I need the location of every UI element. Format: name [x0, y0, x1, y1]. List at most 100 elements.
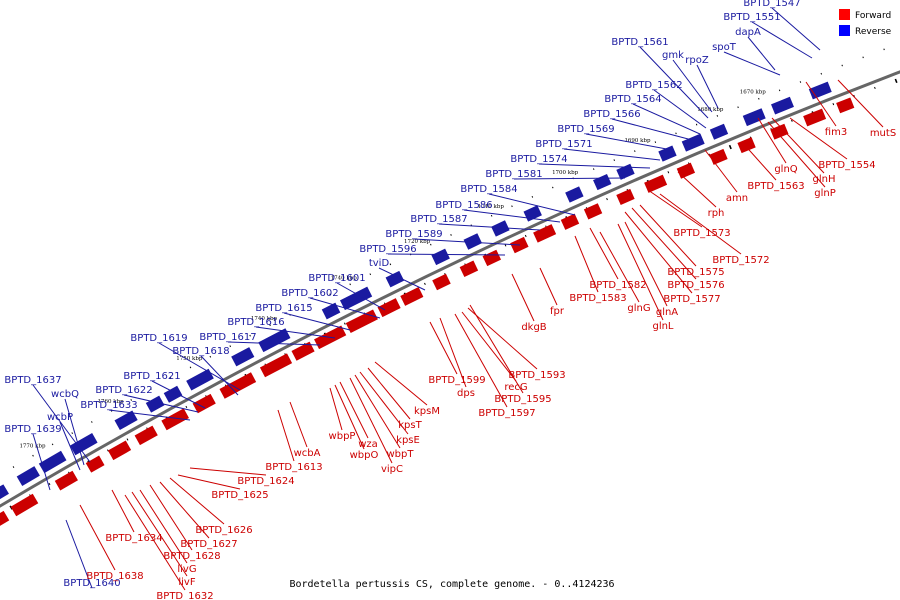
reverse-feature [771, 96, 794, 115]
tick-mark [606, 197, 608, 201]
label-leader-line [131, 491, 188, 577]
forward-feature [10, 493, 39, 517]
forward-feature [616, 188, 635, 206]
tick-mark-outer [654, 141, 657, 144]
tick-mark-outer [592, 168, 595, 171]
reverse-feature [681, 133, 705, 152]
gene-label: wbpT [387, 449, 415, 460]
gene-label: BPTD_1572 [712, 255, 769, 266]
label-leader-line [123, 394, 199, 413]
label-leader-line [771, 117, 825, 174]
tick-mark-outer [531, 195, 534, 198]
gene-label: livG [177, 564, 196, 575]
gene-label: BPTD_1624 [237, 476, 294, 487]
tick-mark-outer [883, 48, 885, 51]
forward-feature [432, 273, 451, 291]
label-leader-line [32, 433, 51, 491]
label-leader-line [757, 117, 787, 164]
label-leader-line [32, 384, 91, 463]
tick-mark-outer [150, 388, 152, 390]
gene-label: glnG [627, 303, 650, 314]
forward-feature [107, 440, 132, 461]
reverse-feature [616, 163, 635, 180]
label-leader-line [79, 504, 116, 571]
label-leader-line [672, 59, 713, 113]
label-leader-line [767, 121, 826, 188]
label-leader-line [159, 481, 210, 539]
tick-mark-outer [269, 324, 271, 327]
gene-label: BPTD_1634 [105, 533, 162, 544]
gene-label: BPTD_1566 [583, 109, 640, 120]
tick-label: 1740 kbp [251, 316, 278, 322]
label-leader-line [387, 253, 506, 256]
label-leader-line [334, 384, 365, 450]
tick-mark-outer [862, 56, 864, 59]
gene-label: glnL [652, 321, 673, 332]
forward-feature [482, 249, 502, 267]
reverse-feature [258, 328, 291, 353]
label-leader-line [747, 36, 776, 71]
gene-label: dps [457, 388, 475, 399]
gene-label: BPTD_1627 [180, 539, 237, 550]
gene-label: BPTD_1563 [747, 181, 804, 192]
gene-label: gmk [662, 50, 684, 61]
tick-mark-outer [799, 81, 802, 83]
label-leader-line [463, 209, 561, 223]
gene-label: BPTD_1593 [508, 370, 565, 381]
gene-label: BPTD_1551 [723, 12, 780, 23]
gene-label: kpsM [414, 406, 440, 417]
gene-label: BPTD_1628 [163, 551, 220, 562]
gene-label: wbpO [350, 450, 379, 461]
gene-label: glnA [656, 307, 678, 318]
tick-mark [791, 119, 793, 122]
tick-mark-outer [229, 345, 231, 348]
reverse-feature [114, 410, 138, 431]
label-leader-line [354, 374, 401, 449]
reverse-feature [38, 450, 67, 474]
forward-feature [676, 162, 696, 179]
reverse-feature [491, 220, 510, 237]
tick-label: 1710 kbp [478, 204, 505, 210]
label-leader-line [771, 7, 821, 51]
forward-feature [644, 174, 668, 193]
label-leader-line [659, 193, 742, 255]
gene-label: fpr [550, 306, 565, 317]
label-leader-line [624, 211, 693, 294]
tick-mark-outer [189, 366, 192, 369]
tick-mark-outer [778, 89, 781, 92]
tick-mark-outer [51, 443, 54, 446]
gene-label: BPTD_1619 [130, 333, 187, 344]
gene-label: livF [178, 577, 195, 588]
tick-mark-outer [430, 243, 432, 246]
tick-mark-outer [511, 205, 513, 208]
tick-label: 1700 kbp [552, 170, 579, 176]
gene-label: BPTD_1571 [535, 139, 592, 150]
tick-label: 1740 kbp [331, 275, 358, 281]
gene-label: mutS [870, 128, 896, 139]
forward-feature [291, 341, 315, 361]
label-leader-line [359, 371, 409, 435]
label-leader-line [624, 221, 668, 307]
tick-mark-outer [209, 355, 212, 358]
gene-label: wcbQ [51, 389, 79, 400]
reverse-feature [742, 108, 766, 127]
tick-mark-outer [12, 466, 15, 468]
gene-label: BPTD_1574 [510, 154, 567, 165]
forward-feature [709, 148, 728, 165]
gene-label: BPTD_1637 [4, 375, 61, 386]
tick-mark-outer [91, 421, 93, 423]
gene-label: BPTD_1583 [569, 293, 626, 304]
label-leader-line [277, 409, 295, 462]
gene-label: BPTD_1613 [265, 462, 322, 473]
tick-mark-outer [309, 303, 311, 306]
label-leader-line [339, 381, 369, 439]
gene-label: BPTD_1638 [86, 571, 143, 582]
label-leader-line [151, 380, 206, 409]
gene-label: kpsE [396, 435, 420, 446]
forward-feature [459, 260, 479, 278]
gene-label: BPTD_1562 [625, 80, 682, 91]
gene-label: BPTD_1547 [743, 0, 800, 9]
reverse-feature [339, 286, 373, 311]
reverse-feature [709, 123, 729, 140]
